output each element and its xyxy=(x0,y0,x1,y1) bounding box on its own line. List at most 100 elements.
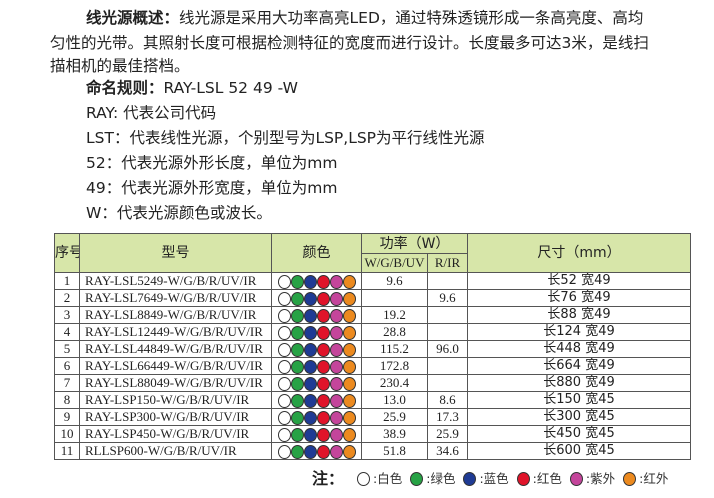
color-dot-ir-icon xyxy=(342,445,356,459)
cell-power-rir: 8.6 xyxy=(427,391,468,410)
cell-model: RAY-LSL7649-W/G/B/R/UV/IR xyxy=(79,289,272,308)
color-dot-red-icon xyxy=(316,292,330,306)
cell-model: RAY-LSL88049-W/G/B/R/UV/IR xyxy=(79,374,272,393)
cell-power-wgbuv: 28.8 xyxy=(361,323,428,342)
color-dot-ir-icon xyxy=(342,411,356,425)
cell-model: RAY-LSL8849-W/G/B/R/UV/IR xyxy=(79,306,272,325)
header-size: 尺寸（mm） xyxy=(467,233,691,273)
cell-colors xyxy=(271,408,362,427)
color-dot-blue-icon xyxy=(303,275,317,289)
cell-power-rir: 17.3 xyxy=(427,408,468,427)
color-dot-uv-icon xyxy=(329,377,343,391)
color-dot-green-icon xyxy=(290,411,304,425)
table-row: 7 RAY-LSL88049-W/G/B/R/UV/IR 230.4 长880 宽49 xyxy=(54,374,691,393)
color-dot-white-icon xyxy=(277,326,291,340)
cell-power-wgbuv: 38.9 xyxy=(361,425,428,444)
color-dot-blue-icon xyxy=(303,326,317,340)
cell-power-rir: 34.6 xyxy=(427,442,468,461)
cell-colors xyxy=(271,340,362,359)
color-dot-uv-icon xyxy=(329,445,343,459)
legend-label: :白色 xyxy=(373,471,403,486)
legend-dot-green-icon xyxy=(410,472,424,486)
color-dot-white-icon xyxy=(277,292,291,306)
cell-power-wgbuv: 230.4 xyxy=(361,374,428,393)
overview-line1-text: 线光源是采用大功率高亮LED，通过特殊透镜形成一条高亮度、高均 xyxy=(179,9,644,27)
cell-power-wgbuv xyxy=(361,289,428,308)
color-dot-uv-icon xyxy=(329,275,343,289)
table-row: 9 RAY-LSP300-W/G/B/R/UV/IR 25.9 17.3 长300 宽4… xyxy=(54,408,691,427)
table-row: 5 RAY-LSL44849-W/G/B/R/UV/IR 115.2 96.0 长448… xyxy=(54,340,691,359)
cell-power-rir xyxy=(427,271,468,291)
cell-size: 长124 宽49 xyxy=(467,323,691,342)
legend-dot-blue-icon xyxy=(463,472,477,486)
cell-power-rir xyxy=(427,323,468,342)
cell-colors xyxy=(271,391,362,410)
color-dot-green-icon xyxy=(290,360,304,374)
color-dot-white-icon xyxy=(277,445,291,459)
cell-colors xyxy=(271,271,362,291)
overview-line3: 描相机的最佳搭档。 xyxy=(50,57,190,75)
color-dot-white-icon xyxy=(277,394,291,408)
color-dot-ir-icon xyxy=(342,292,356,306)
cell-power-wgbuv: 13.0 xyxy=(361,391,428,410)
table-row: 10 RAY-LSP450-W/G/B/R/UV/IR 38.9 25.9 长450 宽… xyxy=(54,425,691,444)
cell-power-wgbuv: 19.2 xyxy=(361,306,428,325)
table-row: 4 RAY-LSL12449-W/G/B/R/UV/IR 28.8 长124 宽49 xyxy=(54,323,691,342)
cell-no: 6 xyxy=(54,357,80,376)
table-row: 3 RAY-LSL8849-W/G/B/R/UV/IR 19.2 长88 宽49 xyxy=(54,306,691,325)
cell-power-rir xyxy=(427,306,468,325)
cell-no: 10 xyxy=(54,425,80,444)
cell-no: 7 xyxy=(54,374,80,393)
color-dot-uv-icon xyxy=(329,411,343,425)
color-dot-uv-icon xyxy=(329,326,343,340)
color-dot-uv-icon xyxy=(329,394,343,408)
cell-power-rir xyxy=(427,374,468,393)
legend-label: :紫外 xyxy=(585,471,616,486)
cell-size: 长448 宽49 xyxy=(467,340,691,359)
table-row: 6 RAY-LSL66449-W/G/B/R/UV/IR 172.8 长664 宽49 xyxy=(54,357,691,376)
cell-no: 5 xyxy=(54,340,80,359)
color-dot-green-icon xyxy=(290,445,304,459)
color-dot-blue-icon xyxy=(303,394,317,408)
header-power-rir: R/IR xyxy=(427,253,468,273)
cell-no: 9 xyxy=(54,408,80,427)
color-dot-red-icon xyxy=(316,428,330,442)
color-dot-ir-icon xyxy=(342,275,356,289)
color-legend: 注： :白色:绿色:蓝色:红色:紫外:红外 xyxy=(312,470,673,488)
color-dot-ir-icon xyxy=(342,377,356,391)
cell-model: RAY-LSL12449-W/G/B/R/UV/IR xyxy=(79,323,272,342)
cell-model: RAY-LSP450-W/G/B/R/UV/IR xyxy=(79,425,272,444)
cell-no: 4 xyxy=(54,323,80,342)
cell-size: 长880 宽49 xyxy=(467,374,691,393)
color-dot-blue-icon xyxy=(303,309,317,323)
color-dot-red-icon xyxy=(316,360,330,374)
legend-dot-uv-icon xyxy=(569,472,583,486)
legend-label: :绿色 xyxy=(426,471,456,486)
color-dot-blue-icon xyxy=(303,292,317,306)
color-dot-green-icon xyxy=(290,309,304,323)
cell-power-wgbuv: 25.9 xyxy=(361,408,428,427)
color-dot-red-icon xyxy=(316,309,330,323)
header-color: 颜色 xyxy=(271,233,362,273)
table-row: 11 RLLSP600-W/G/B/R/UV/IR 51.8 34.6 长600 宽45 xyxy=(54,442,691,461)
overview-label: 线光源概述： xyxy=(86,9,180,27)
cell-power-wgbuv: 172.8 xyxy=(361,357,428,376)
cell-size: 长88 宽49 xyxy=(467,306,691,325)
cell-model: RAY-LSP150-W/G/B/R/UV/IR xyxy=(79,391,272,410)
naming-label: 命名规则： xyxy=(86,79,164,97)
naming-rule-item: LST：代表线性光源，个别型号为LSP,LSP为平行线性光源 xyxy=(86,129,485,147)
cell-size: 长300 宽45 xyxy=(467,408,691,427)
cell-power-wgbuv: 9.6 xyxy=(361,271,428,291)
cell-no: 1 xyxy=(54,271,80,291)
color-dot-white-icon xyxy=(277,411,291,425)
color-dot-blue-icon xyxy=(303,445,317,459)
cell-colors xyxy=(271,289,362,308)
cell-power-rir xyxy=(427,357,468,376)
cell-colors xyxy=(271,323,362,342)
color-dot-red-icon xyxy=(316,326,330,340)
color-dot-uv-icon xyxy=(329,343,343,357)
table-row: 8 RAY-LSP150-W/G/B/R/UV/IR 13.0 8.6 长150 宽45 xyxy=(54,391,691,410)
naming-rule-item: 49：代表光源外形宽度，单位为mm xyxy=(86,179,338,197)
color-dot-green-icon xyxy=(290,326,304,340)
color-dot-white-icon xyxy=(277,275,291,289)
